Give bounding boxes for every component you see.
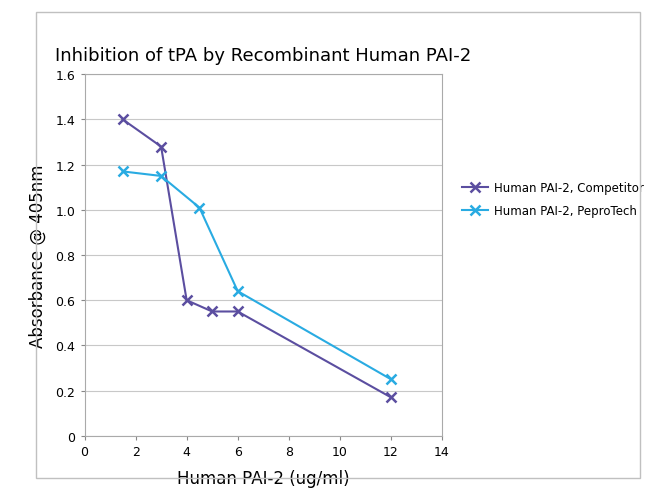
Title: Inhibition of tPA by Recombinant Human PAI-2: Inhibition of tPA by Recombinant Human P… [55, 47, 471, 65]
Human PAI-2, Competitor [387, 395, 395, 401]
Legend: Human PAI-2, Competitor, Human PAI-2, PeproTech: Human PAI-2, Competitor, Human PAI-2, Pe… [462, 182, 644, 217]
Human PAI-2, Competitor [157, 144, 165, 150]
Human PAI-2, PeproTech [234, 289, 242, 295]
X-axis label: Human PAI-2 (ug/ml): Human PAI-2 (ug/ml) [177, 469, 350, 487]
Human PAI-2, Competitor [234, 309, 242, 315]
Human PAI-2, PeproTech [196, 205, 203, 211]
Line: Human PAI-2, Competitor: Human PAI-2, Competitor [118, 115, 396, 402]
Line: Human PAI-2, PeproTech: Human PAI-2, PeproTech [118, 167, 396, 384]
Human PAI-2, PeproTech [119, 169, 127, 175]
Human PAI-2, Competitor [183, 298, 190, 304]
Human PAI-2, PeproTech [387, 377, 395, 383]
Y-axis label: Absorbance @ 405nm: Absorbance @ 405nm [29, 164, 47, 347]
Human PAI-2, Competitor [208, 309, 216, 315]
Human PAI-2, PeproTech [157, 173, 165, 179]
Human PAI-2, Competitor [119, 117, 127, 123]
